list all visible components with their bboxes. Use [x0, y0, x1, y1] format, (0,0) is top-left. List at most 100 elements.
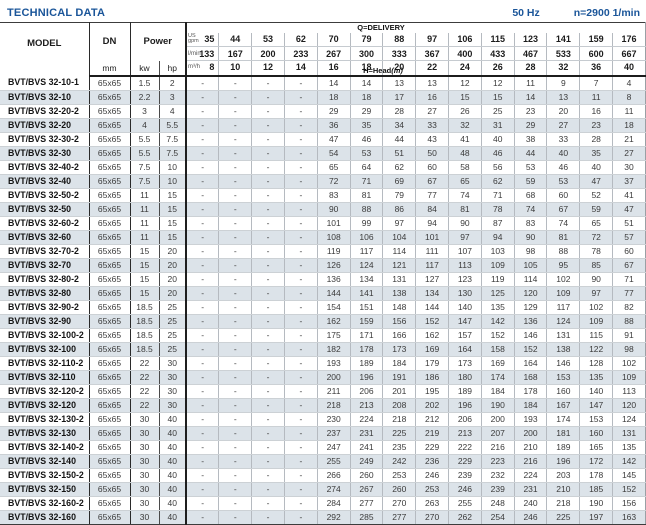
head-value-cell: 184: [382, 356, 417, 371]
head-value-cell: 131: [546, 328, 581, 343]
table-row: BVT/BVS 32-30 65x65 5.5 7.5- - - -54 53 51 50 48 46…: [0, 146, 646, 161]
head-value-cell: 274: [317, 482, 351, 497]
head-value-cell: 56: [481, 160, 515, 175]
head-value-cell: 67: [546, 202, 581, 217]
head-value-cell: 62: [382, 160, 417, 175]
head-value-cell: 218: [382, 412, 417, 427]
head-value-cell: 189: [350, 356, 384, 371]
head-value-cell: 109: [546, 286, 581, 301]
head-value-cell: 255: [448, 496, 482, 511]
head-value-cell: -: [284, 104, 318, 119]
head-value-cell: 156: [612, 496, 646, 511]
head-value-cell: 210: [514, 440, 548, 455]
head-value-cell: 202: [415, 398, 450, 413]
head-value-cell: -: [186, 496, 220, 511]
table-row: BVT/BVS 32-90 65x65 18.5 25- - - -162 159 156 152…: [0, 314, 646, 329]
head-value-cell: -: [251, 398, 285, 413]
head-value-cell: -: [218, 426, 253, 441]
kw-cell: 15: [130, 258, 160, 273]
dn-cell: 65x65: [89, 90, 131, 105]
hp-cell: 20: [159, 244, 188, 259]
head-value-cell: -: [218, 440, 253, 455]
head-value-cell: 11: [514, 75, 548, 91]
head-value-cell: 78: [579, 244, 614, 259]
head-value-cell: -: [218, 286, 253, 301]
head-value-cell: 88: [546, 244, 581, 259]
head-value-cell: 33: [546, 132, 581, 147]
kw-cell: 30: [130, 510, 160, 525]
table-row: BVT/BVS 32-160-2 65x65 30 40- - - -284 277 270 26…: [0, 496, 646, 511]
head-value-cell: 40: [546, 146, 581, 161]
lmin-unit-label: l/min: [188, 50, 201, 57]
head-value-cell: -: [186, 468, 220, 483]
head-value-cell: 101: [317, 216, 351, 231]
head-value-cell: -: [284, 286, 318, 301]
dn-cell: 65x65: [89, 426, 131, 441]
head-value-cell: 138: [546, 342, 581, 357]
head-value-cell: -: [186, 160, 220, 175]
head-value-cell: 230: [317, 412, 351, 427]
page-title: TECHNICAL DATA: [7, 7, 106, 19]
head-value-cell: -: [284, 75, 318, 91]
head-value-cell: -: [251, 328, 285, 343]
gpm-value-cell: 106: [448, 32, 482, 47]
head-value-cell: 104: [382, 230, 417, 245]
head-value-cell: -: [251, 216, 285, 231]
head-value-cell: 247: [317, 440, 351, 455]
table-row: BVT/BVS 32-30-2 65x65 5.5 7.5- - - -47 46 44 43 41…: [0, 132, 646, 147]
hp-cell: 40: [159, 510, 188, 525]
model-cell: BVT/BVS 32-60-2: [0, 216, 90, 231]
head-value-cell: 60: [415, 160, 450, 175]
kw-cell: 30: [130, 440, 160, 455]
head-value-cell: 147: [448, 314, 482, 329]
head-value-cell: 231: [514, 482, 548, 497]
head-value-cell: 109: [612, 370, 646, 385]
model-cell: BVT/BVS 32-30-2: [0, 132, 90, 147]
gpm-value-cell: 88: [382, 32, 417, 47]
head-value-cell: -: [218, 370, 253, 385]
head-value-cell: -: [186, 440, 220, 455]
head-value-cell: 165: [579, 440, 614, 455]
table-row: BVT/BVS 32-150 65x65 30 40- - - -274 267 260 253 2…: [0, 482, 646, 497]
head-value-cell: -: [186, 188, 220, 203]
head-value-cell: -: [284, 496, 318, 511]
head-value-cell: 179: [415, 356, 450, 371]
head-value-cell: 97: [382, 216, 417, 231]
kw-cell: 30: [130, 468, 160, 483]
head-value-cell: 40: [481, 132, 515, 147]
head-value-cell: 181: [546, 426, 581, 441]
head-value-cell: 180: [448, 370, 482, 385]
head-value-cell: 11: [579, 90, 614, 105]
head-value-cell: 195: [415, 384, 450, 399]
dn-cell: 65x65: [89, 188, 131, 203]
table-row: BVT/BVS 32-20 65x65 4 5.5- - - -36 35 34 33 32 31 29…: [0, 118, 646, 133]
lmin-value-cell: 533: [546, 46, 581, 61]
hp-cell: 15: [159, 216, 188, 231]
head-value-cell: -: [218, 230, 253, 245]
model-cell: BVT/BVS 32-10: [0, 90, 90, 105]
head-value-cell: -: [251, 510, 285, 525]
spec-labels: 50 Hz n=2900 1/min: [512, 7, 640, 19]
model-cell: BVT/BVS 32-100-2: [0, 328, 90, 343]
gpm-value-cell: 123: [514, 32, 548, 47]
head-value-cell: 14: [514, 90, 548, 105]
head-value-cell: 108: [317, 230, 351, 245]
head-value-cell: 79: [382, 188, 417, 203]
head-value-cell: 154: [317, 300, 351, 315]
table-row: BVT/BVS 32-80-2 65x65 15 20- - - -136 134 131 127…: [0, 272, 646, 287]
kw-cell: 30: [130, 454, 160, 469]
head-value-cell: 222: [448, 440, 482, 455]
head-value-cell: 146: [514, 328, 548, 343]
model-cell: BVT/BVS 32-40: [0, 174, 90, 189]
dn-cell: 65x65: [89, 146, 131, 161]
head-value-cell: 141: [350, 286, 384, 301]
head-value-cell: -: [186, 454, 220, 469]
head-value-cell: 59: [579, 202, 614, 217]
head-value-cell: 121: [382, 258, 417, 273]
head-value-cell: 178: [350, 342, 384, 357]
head-value-cell: -: [218, 188, 253, 203]
head-value-cell: -: [251, 188, 285, 203]
head-value-cell: 120: [514, 286, 548, 301]
head-value-cell: 119: [481, 272, 515, 287]
lmin-value-cell: 200: [251, 46, 285, 61]
